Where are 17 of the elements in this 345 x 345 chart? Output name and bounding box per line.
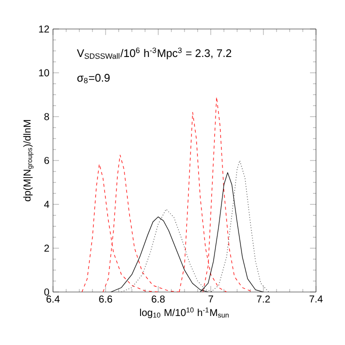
y-axis-title: dp(M|N$_{groups}$)/dlnM	[23, 120, 34, 202]
x-tick-label: 7	[208, 296, 214, 302]
y-tick-label: 2	[44, 244, 49, 252]
y-tick-label: 4	[44, 200, 50, 208]
x-tick-label: 7.4	[310, 296, 323, 302]
x-tick-label: 6.6	[99, 296, 112, 303]
y-tick-label: 6	[44, 156, 50, 164]
x-tick-label: 6.4	[46, 296, 60, 303]
x-tick-label: 7.2	[256, 296, 270, 303]
y-tick-label: 0	[44, 288, 50, 296]
y-tick-label: 8	[44, 113, 50, 120]
x-axis-title: log$_{10}$ M/10$^{10}$ h$^{-1}$M$_{sun}$	[140, 307, 229, 318]
x-tick-label: 6.8	[152, 296, 165, 303]
annotation: σ$_{8}$=0.9	[77, 74, 110, 84]
text: V$_{SDSSWall}$/10$^{6}$ h$^{-3}$Mpc$^{3}$ = 2.3, 7.2	[76, 48, 232, 60]
y-tick-label: 12	[39, 26, 49, 32]
y-tick-label: 10	[39, 69, 50, 76]
